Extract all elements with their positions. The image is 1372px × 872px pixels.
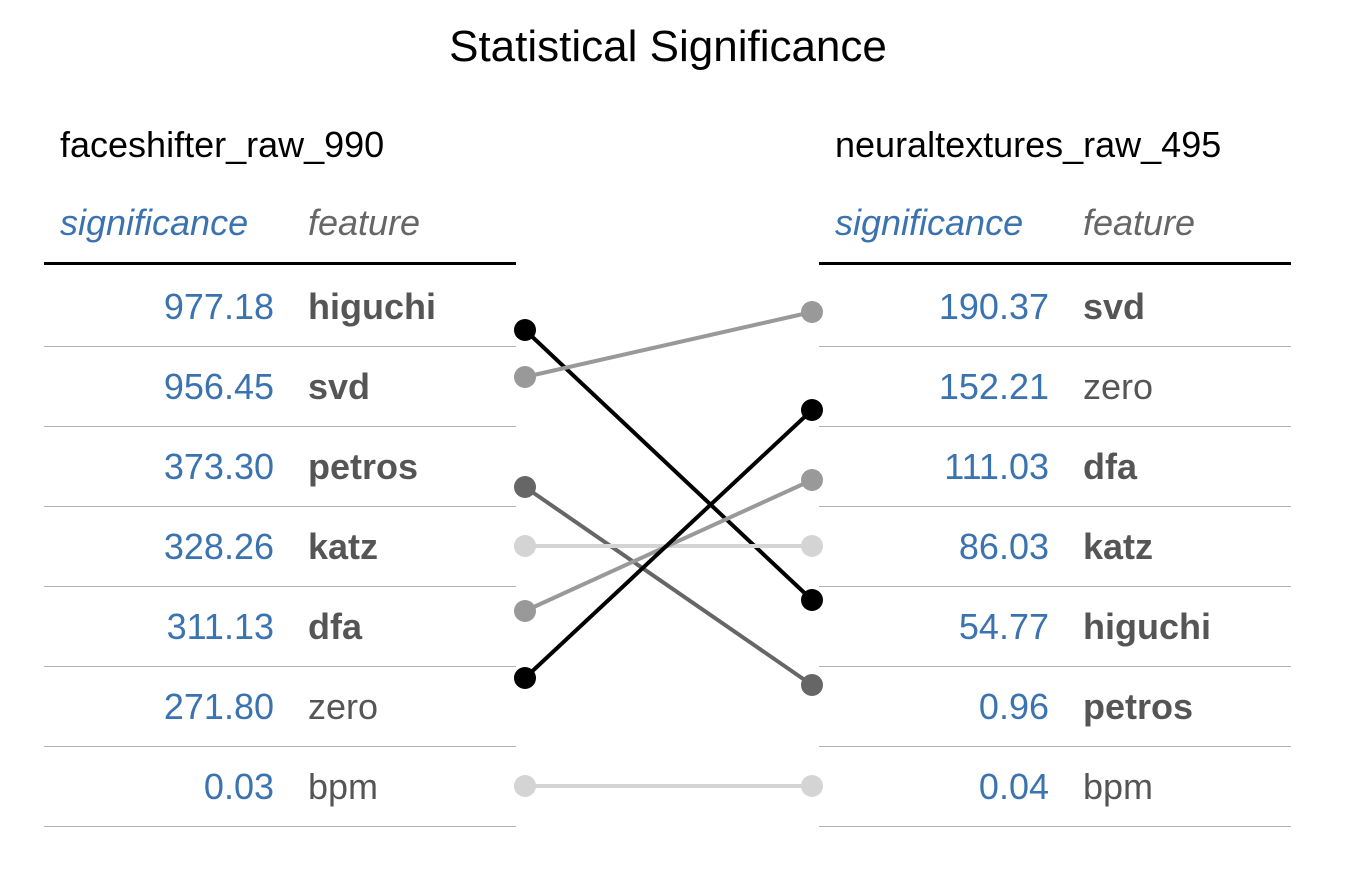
left-feature-name: bpm [308,766,379,807]
right-feature-name: dfa [1083,446,1137,487]
left-feature-name: dfa [308,606,362,647]
right-feature-name: petros [1083,686,1194,727]
left-significance-value: 956.45 [163,366,274,407]
link-point-bpm-start [514,775,536,797]
left-header-feature: feature [308,202,421,243]
link-point-petros-end [801,674,823,696]
right-table-row: 54.77 higuchi [819,586,1291,667]
right-table-row: 152.21 zero [819,346,1291,427]
left-feature-name: katz [308,526,379,567]
right-feature-name: bpm [1083,766,1154,807]
link-point-dfa-start [514,600,536,622]
link-line-petros [523,485,814,687]
right-feature-name: svd [1083,286,1146,327]
right-header-significance: significance [835,202,1024,243]
right-table-row: 86.03 katz [819,506,1291,587]
left-table-row: 271.80 zero [44,666,516,747]
left-significance-value: 373.30 [163,446,274,487]
link-point-katz-end [801,535,823,557]
left-header-significance: significance [60,202,249,243]
link-line-zero [523,408,814,680]
left-table-row: 956.45 svd [44,346,516,427]
right-table-row: 0.96 petros [819,666,1291,747]
left-feature-name: zero [308,686,379,727]
right-table-row: 0.04 bpm [819,746,1291,827]
left-feature-name: svd [308,366,371,407]
right-header-rule [819,262,1291,265]
link-point-katz-start [514,535,536,557]
right-table-row: 111.03 dfa [819,426,1291,507]
left-header-rule [44,262,516,265]
link-point-higuchi-end [801,589,823,611]
link-line-svd [524,310,813,379]
link-point-bpm-end [801,775,823,797]
right-panel-title: neuraltextures_raw_495 [835,124,1222,165]
left-significance-value: 977.18 [163,286,274,327]
left-panel-title: faceshifter_raw_990 [60,124,385,165]
link-point-svd-start [514,366,536,388]
left-table-row: 373.30 petros [44,426,516,507]
right-feature-name: higuchi [1083,606,1211,647]
link-point-dfa-end [801,469,823,491]
left-significance-value: 0.03 [203,766,274,807]
left-table-row: 977.18 higuchi [44,266,516,347]
right-significance-value: 152.21 [938,366,1049,407]
right-significance-value: 0.96 [978,686,1049,727]
right-significance-value: 54.77 [958,606,1049,647]
link-point-svd-end [801,301,823,323]
right-significance-value: 0.04 [978,766,1049,807]
link-point-petros-start [514,476,536,498]
chart-title: Statistical Significance [449,22,887,71]
link-point-zero-start [514,667,536,689]
link-line-higuchi [523,328,814,602]
left-significance-value: 328.26 [163,526,274,567]
right-header-feature: feature [1083,202,1196,243]
link-point-higuchi-start [514,319,536,341]
left-feature-name: higuchi [308,286,436,327]
link-point-zero-end [801,399,823,421]
right-feature-name: zero [1083,366,1154,407]
right-significance-value: 190.37 [938,286,1049,327]
right-significance-value: 86.03 [958,526,1049,567]
left-table-row: 328.26 katz [44,506,516,587]
left-table-row: 311.13 dfa [44,586,516,667]
left-feature-name: petros [308,446,419,487]
left-significance-value: 271.80 [163,686,274,727]
right-feature-name: katz [1083,526,1154,567]
right-significance-value: 111.03 [944,446,1049,487]
left-significance-value: 311.13 [166,606,274,647]
right-table-row: 190.37 svd [819,266,1291,347]
left-table-row: 0.03 bpm [44,746,516,827]
